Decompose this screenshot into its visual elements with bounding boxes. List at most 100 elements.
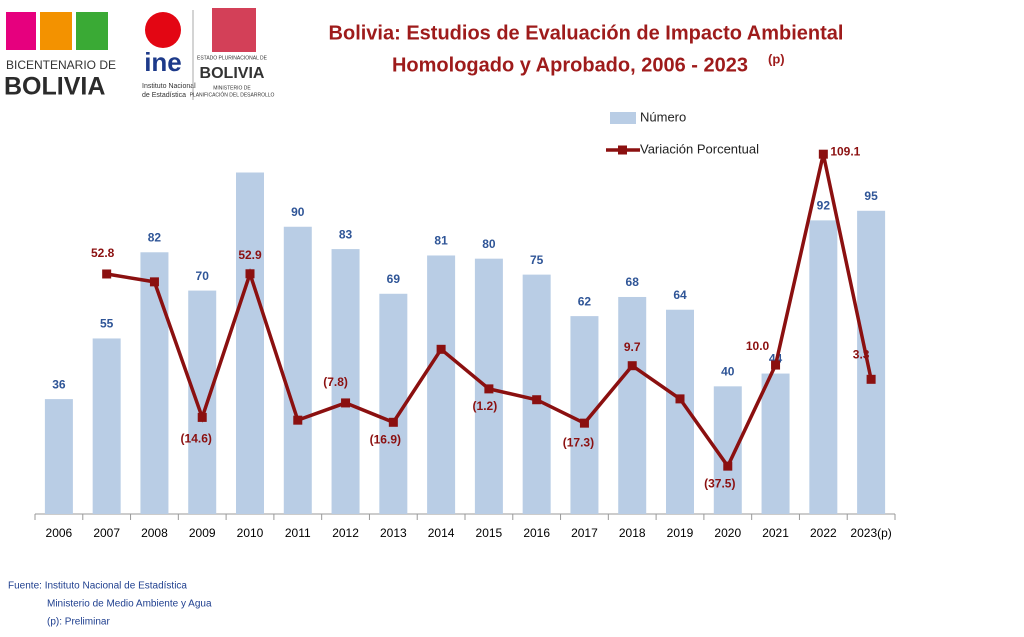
- line-marker: [723, 461, 733, 471]
- bar-value-label: 64: [673, 288, 687, 302]
- bar-value-label: 55: [100, 317, 114, 331]
- x-tick-label: 2023(p): [850, 526, 891, 540]
- x-tick-label: 2021: [762, 526, 789, 540]
- logo-text: BOLIVIA: [4, 73, 105, 101]
- bar: [236, 172, 264, 514]
- line-marker: [149, 277, 159, 287]
- bar: [92, 338, 121, 514]
- line-marker: [197, 412, 207, 422]
- legend-swatch: [610, 112, 636, 124]
- logo-text: BICENTENARIO DE: [6, 58, 116, 72]
- bar: [188, 290, 217, 514]
- logo-block: [6, 12, 36, 50]
- line-marker: [627, 361, 637, 371]
- x-tick-label: 2010: [237, 526, 264, 540]
- line-value-label: (14.6): [181, 432, 212, 446]
- bar: [331, 249, 360, 514]
- bar-value-label: 80: [482, 237, 496, 251]
- bar: [140, 252, 169, 515]
- line-marker: [675, 394, 685, 404]
- logo-bicentenario: BICENTENARIO DE BOLIVIA: [4, 12, 116, 101]
- bar-value-label: 40: [721, 365, 735, 379]
- bar: [618, 296, 647, 514]
- bar: [809, 220, 838, 514]
- legend-label: Número: [640, 109, 686, 124]
- chart-title: Homologado y Aprobado, 2006 - 2023: [392, 54, 748, 76]
- x-tick-label: 2022: [810, 526, 837, 540]
- line-marker: [341, 398, 351, 408]
- x-tick-label: 2007: [93, 526, 120, 540]
- line-marker: [484, 384, 494, 394]
- bar-value-label: 81: [434, 234, 448, 248]
- logo-text: MINISTERIO DE: [213, 85, 251, 91]
- line-value-label: 9.7: [624, 340, 641, 354]
- line-value-label: (17.3): [563, 435, 594, 449]
- legend-label: Variación Porcentual: [640, 141, 759, 156]
- x-tick-label: 2018: [619, 526, 646, 540]
- line-value-label: 52.9: [238, 248, 262, 262]
- logo-shape: [212, 8, 256, 52]
- line-marker: [579, 418, 589, 428]
- x-tick-label: 2009: [189, 526, 216, 540]
- x-tick-label: 2006: [46, 526, 73, 540]
- bar: [427, 255, 456, 514]
- line-marker: [532, 395, 542, 405]
- line-value-label: 10.0: [746, 339, 770, 353]
- logo-text: PLANIFICACIÓN DEL DESARROLLO: [190, 91, 275, 98]
- x-tick-label: 2015: [476, 526, 503, 540]
- bar-value-label: 69: [387, 272, 401, 286]
- logo-shape: [145, 12, 181, 48]
- bar: [379, 293, 408, 514]
- bar-value-label: 68: [626, 275, 640, 289]
- bar: [283, 226, 312, 514]
- line-value-label: (7.8): [323, 375, 348, 389]
- logo-ine: ine Instituto Nacional de Estadística: [142, 10, 196, 100]
- line-marker: [245, 269, 255, 279]
- legend-swatch: [618, 145, 627, 155]
- bar: [857, 210, 886, 514]
- x-tick-label: 2012: [332, 526, 359, 540]
- bar: [761, 373, 790, 514]
- line-marker: [866, 374, 876, 384]
- x-tick-label: 2008: [141, 526, 168, 540]
- logo-text: ESTADO PLURINACIONAL DE: [197, 55, 268, 61]
- line-value-label: 3.3: [853, 347, 870, 361]
- footer: Fuente: Instituto Nacional de Estadístic…: [8, 581, 187, 592]
- line-marker: [388, 417, 398, 427]
- bar: [570, 316, 599, 514]
- footer: Ministerio de Medio Ambiente y Agua: [47, 599, 212, 610]
- line-marker: [436, 344, 446, 354]
- logo-block: [40, 12, 72, 50]
- bar-value-label: 82: [148, 230, 162, 244]
- logo-block: [76, 12, 108, 50]
- line-marker: [102, 269, 112, 279]
- bar: [522, 274, 551, 514]
- logo-text: Instituto Nacional: [142, 83, 196, 90]
- bar-value-label: 95: [864, 189, 878, 203]
- line-value-label: (37.5): [704, 476, 735, 490]
- bar: [44, 399, 73, 514]
- logo-text: BOLIVIA: [200, 65, 265, 82]
- line-marker: [293, 415, 303, 425]
- logo-text: de Estadística: [142, 92, 186, 99]
- x-tick-label: 2017: [571, 526, 598, 540]
- chart-title: Bolivia: Estudios de Evaluación de Impac…: [329, 22, 844, 44]
- logo-text: ine: [144, 47, 182, 77]
- line-marker: [771, 360, 781, 370]
- line-value-label: (1.2): [473, 399, 498, 413]
- chart-title-superscript: (p): [768, 51, 785, 66]
- bar-value-label: 92: [817, 199, 831, 213]
- x-tick-label: 2013: [380, 526, 407, 540]
- line-value-label: 52.8: [91, 246, 115, 260]
- x-tick-label: 2020: [714, 526, 741, 540]
- line-marker: [818, 149, 828, 159]
- line-value-label: (16.9): [370, 432, 401, 446]
- bar-value-label: 75: [530, 253, 544, 267]
- line-value-label: 109.1: [830, 144, 860, 158]
- bar-value-label: 70: [196, 269, 210, 283]
- x-tick-label: 2011: [285, 526, 311, 540]
- bar-value-label: 36: [52, 377, 66, 391]
- x-tick-label: 2016: [523, 526, 550, 540]
